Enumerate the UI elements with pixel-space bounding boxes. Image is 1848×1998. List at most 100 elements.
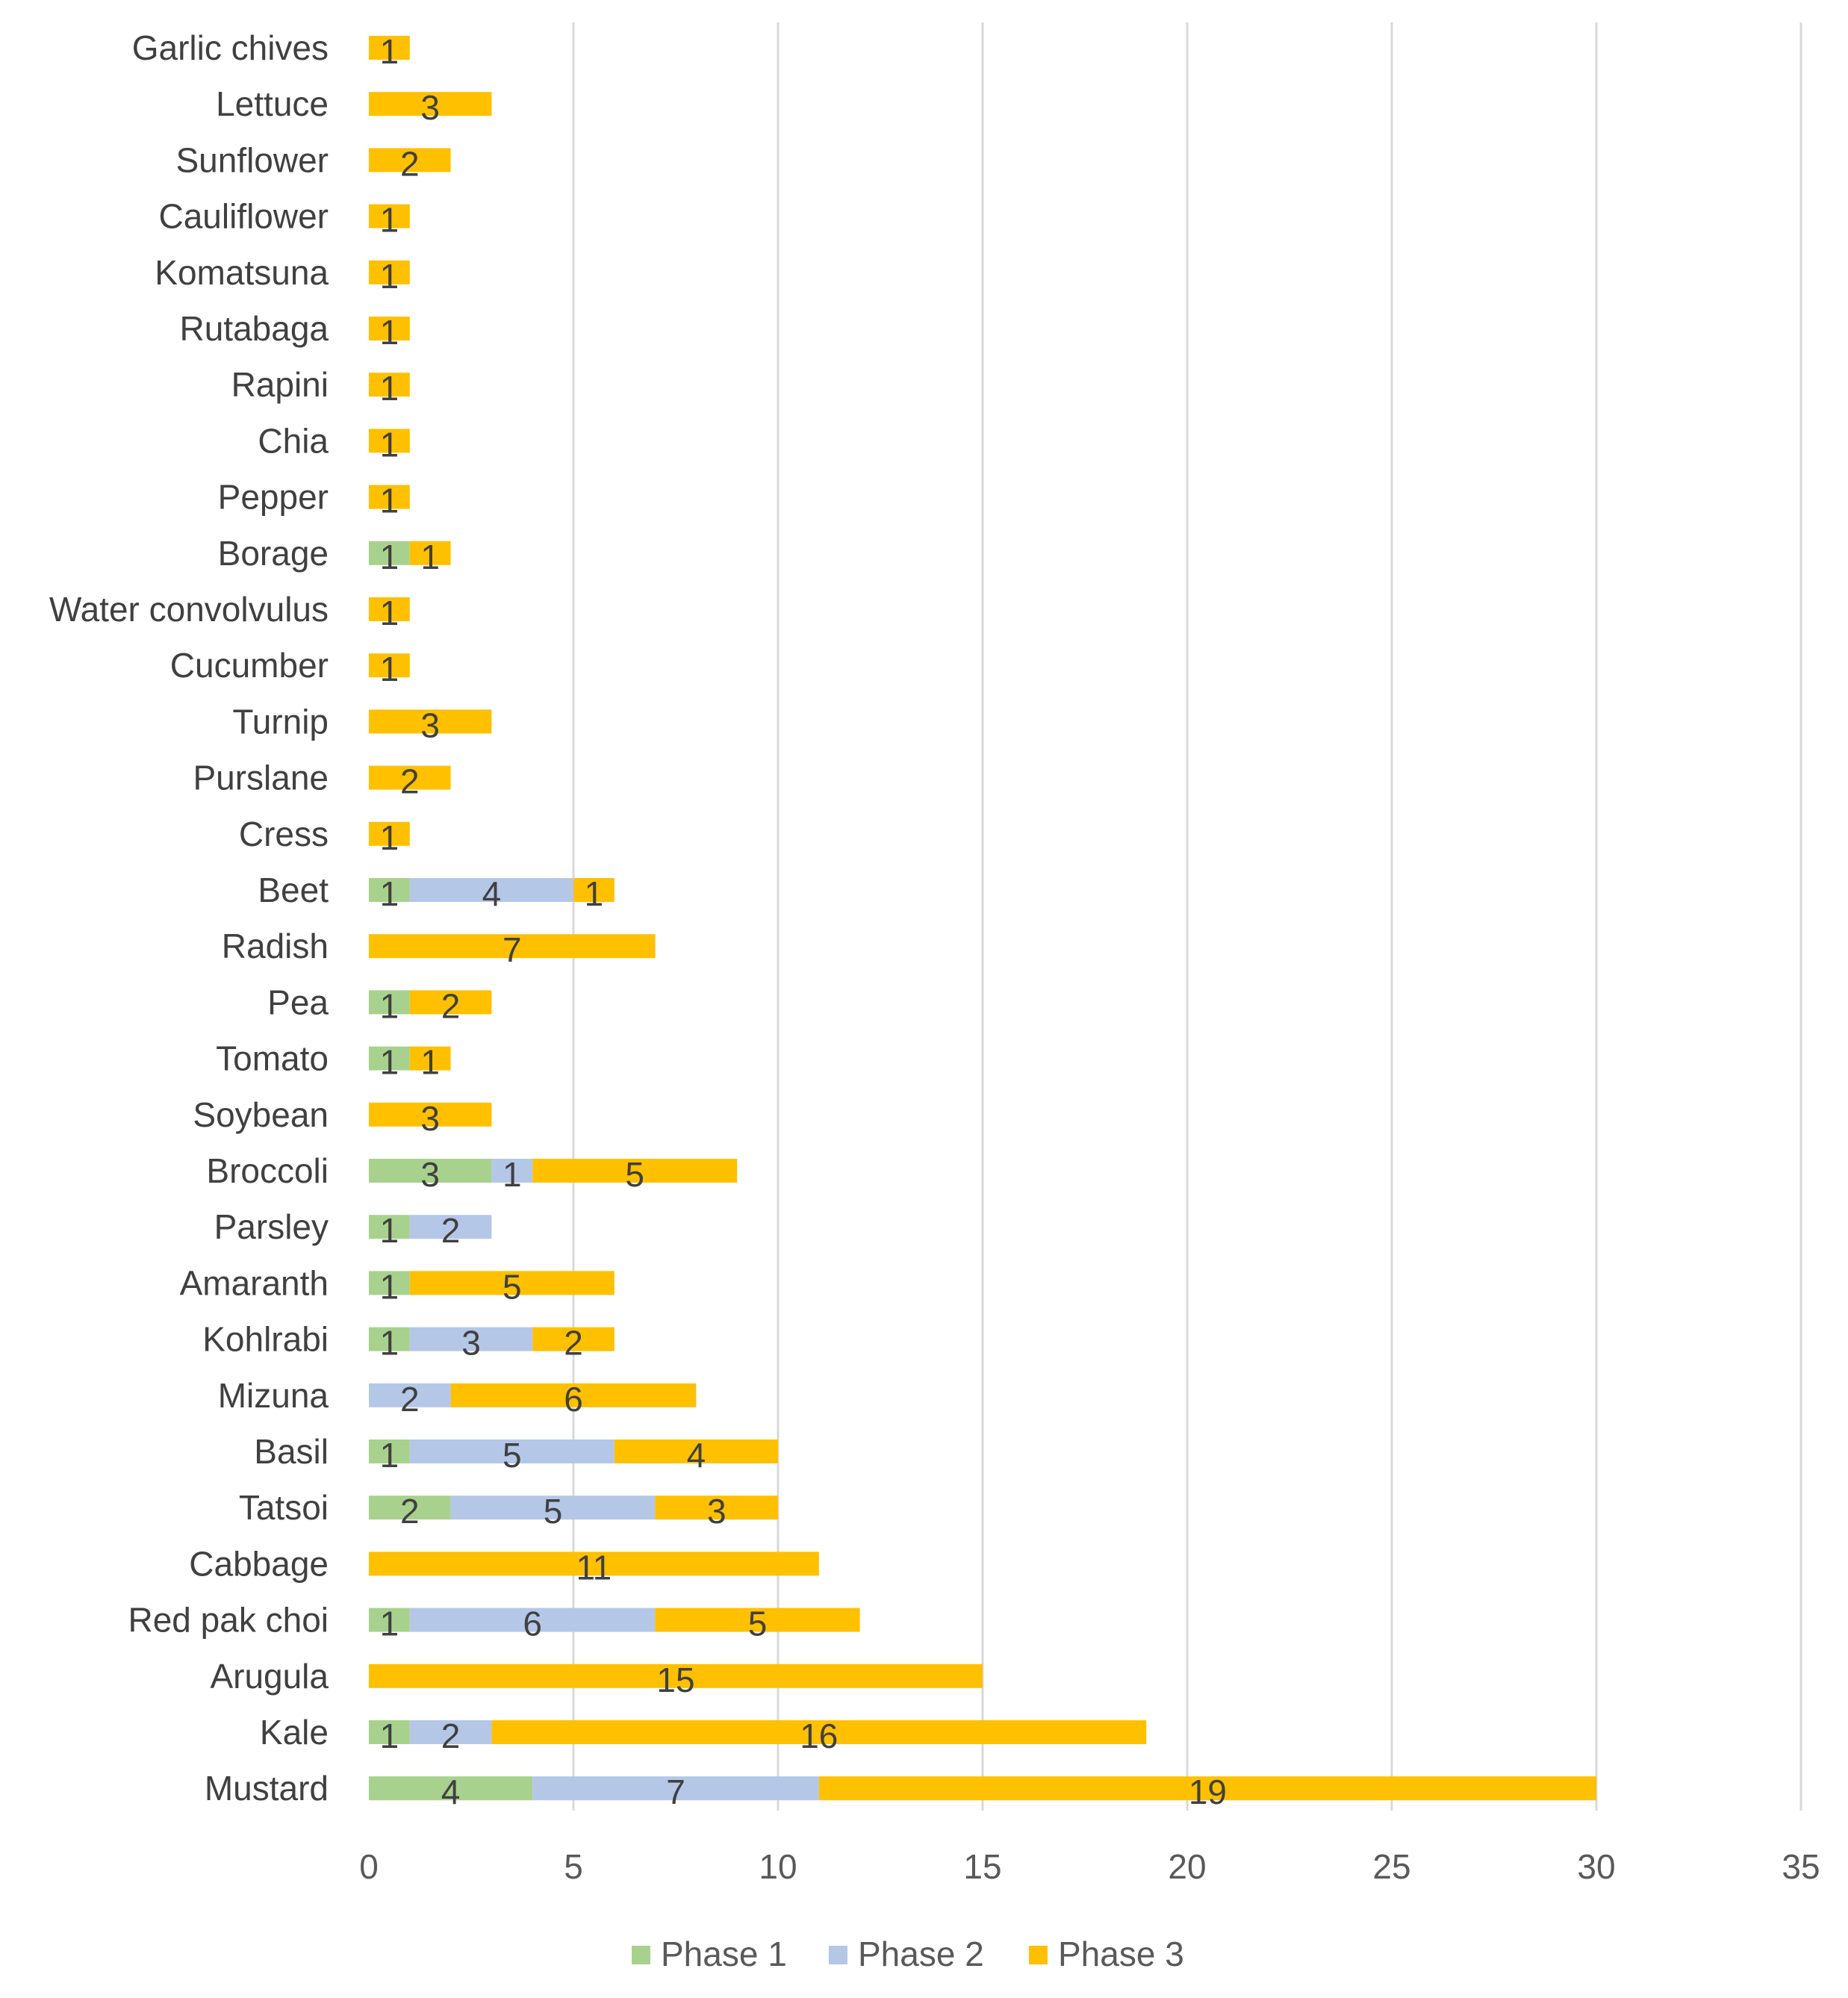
data-label-kohlrabi-phase-2: 3 [461,1324,481,1363]
bar-amaranth-phase-3 [409,1271,615,1295]
x-tick-label-30: 30 [1577,1847,1615,1886]
bar-radish-phase-3 [369,934,656,959]
bar-cabbage-phase-3 [369,1552,819,1576]
bar-kohlrabi-phase-3 [532,1327,615,1351]
data-label-cucumber-phase-3: 1 [380,650,399,688]
data-label-mizuna-phase-2: 2 [400,1380,420,1419]
data-label-kale-phase-1: 1 [380,1717,399,1755]
category-label-lettuce: Lettuce [216,84,329,123]
bar-beet-phase-1 [369,878,410,902]
data-label-beet-phase-2: 4 [482,874,502,913]
category-label-rapini: Rapini [231,365,329,404]
data-label-mustard-phase-3: 19 [1189,1773,1227,1811]
bar-purslane-phase-3 [369,765,451,790]
data-label-parsley-phase-2: 2 [441,1211,461,1250]
category-label-cauliflower: Cauliflower [158,197,329,236]
category-label-kohlrabi: Kohlrabi [202,1320,329,1359]
bar-komatsuna-phase-3 [369,260,410,284]
data-label-red-pak-choi-phase-3: 5 [748,1605,768,1643]
data-label-lettuce-phase-3: 3 [420,88,440,127]
category-label-cabbage: Cabbage [189,1544,329,1583]
category-label-tatsoi: Tatsoi [239,1488,329,1527]
data-label-broccoli-phase-1: 3 [420,1155,440,1194]
legend-label-phase-1: Phase 1 [661,1935,787,1973]
bar-cauliflower-phase-3 [369,204,410,228]
data-label-pea-phase-3: 2 [441,986,461,1025]
data-label-tatsoi-phase-1: 2 [400,1492,420,1531]
bar-garlic-chives-phase-3 [369,36,410,60]
category-label-chia: Chia [258,421,329,460]
bar-amaranth-phase-1 [369,1271,410,1295]
x-tick-label-15: 15 [963,1847,1001,1886]
bar-red-pak-choi-phase-1 [369,1608,410,1632]
data-label-beet-phase-1: 1 [380,874,399,913]
category-label-mustard: Mustard [205,1769,329,1808]
data-label-cauliflower-phase-3: 1 [380,201,399,240]
category-label-cress: Cress [239,815,329,853]
bar-beet-phase-2 [409,878,573,902]
x-axis-ticks: 0 5 10 15 20 25 30 35 [359,1847,1820,1886]
bar-broccoli-phase-1 [369,1159,492,1183]
data-label-amaranth-phase-3: 5 [503,1267,522,1306]
data-label-sunflower-phase-3: 2 [400,144,420,183]
legend-swatch-phase-1 [632,1946,650,1964]
bar-red-pak-choi-phase-2 [409,1608,656,1632]
data-label-parsley-phase-1: 1 [380,1211,399,1250]
x-tick-label-5: 5 [564,1847,583,1886]
bar-mustard-phase-2 [532,1776,819,1801]
bar-rapini-phase-3 [369,373,410,397]
bar-tomato-phase-3 [409,1046,451,1071]
data-label-tomato-phase-1: 1 [380,1043,399,1082]
category-label-red-pak-choi: Red pak choi [128,1601,329,1640]
bar-mizuna-phase-2 [369,1383,451,1407]
bar-mustard-phase-1 [369,1776,533,1801]
data-label-borage-phase-3: 1 [420,538,440,576]
bar-pepper-phase-3 [369,485,410,509]
bar-basil-phase-3 [614,1440,778,1463]
bar-basil-phase-2 [409,1440,615,1463]
data-label-garlic-chives-phase-3: 1 [380,32,399,71]
data-label-red-pak-choi-phase-1: 1 [380,1605,399,1643]
bar-kale-phase-1 [369,1720,410,1744]
x-tick-label-0: 0 [359,1847,379,1886]
data-label-basil-phase-2: 5 [503,1436,522,1475]
bar-turnip-phase-3 [369,709,492,734]
data-label-rapini-phase-3: 1 [380,369,399,408]
bar-kohlrabi-phase-2 [409,1327,533,1351]
data-label-basil-phase-1: 1 [380,1436,399,1475]
bar-water-convolvulus-phase-3 [369,597,410,621]
data-label-mustard-phase-1: 4 [441,1773,461,1811]
data-label-chia-phase-3: 1 [380,425,399,464]
data-label-beet-phase-3: 1 [585,874,604,913]
data-label-purslane-phase-3: 2 [400,762,420,801]
category-label-komatsuna: Komatsuna [155,253,329,292]
category-label-basil: Basil [254,1432,329,1471]
bar-red-pak-choi-phase-3 [655,1608,860,1632]
bar-kale-phase-3 [491,1720,1147,1744]
data-label-red-pak-choi-phase-2: 6 [523,1605,542,1643]
category-label-tomato: Tomato [216,1039,329,1078]
bar-parsley-phase-2 [409,1215,492,1239]
category-label-sunflower: Sunflower [175,140,329,179]
gridlines [572,22,1802,1811]
data-label-pea-phase-1: 1 [380,986,399,1025]
data-label-soybean-phase-3: 3 [420,1099,440,1138]
x-tick-label-20: 20 [1168,1847,1206,1886]
data-label-cress-phase-3: 1 [380,818,399,857]
category-label-soybean: Soybean [193,1095,329,1134]
category-label-water-convolvulus: Water convolvulus [49,590,329,629]
bar-sunflower-phase-3 [369,148,451,172]
data-label-kohlrabi-phase-3: 2 [564,1324,583,1363]
data-label-mustard-phase-2: 7 [666,1773,685,1811]
data-label-broccoli-phase-2: 1 [503,1155,522,1194]
data-label-borage-phase-1: 1 [380,538,399,576]
bar-mustard-phase-3 [818,1776,1596,1801]
data-label-tatsoi-phase-2: 5 [544,1492,563,1531]
x-tick-label-25: 25 [1372,1847,1410,1886]
legend-swatch-phase-3 [1029,1946,1048,1964]
data-label-pepper-phase-3: 1 [380,482,399,520]
bar-broccoli-phase-2 [491,1159,533,1183]
bar-tatsoi-phase-1 [369,1496,451,1520]
data-label-mizuna-phase-3: 6 [564,1380,583,1419]
data-label-rutabaga-phase-3: 1 [380,313,399,352]
